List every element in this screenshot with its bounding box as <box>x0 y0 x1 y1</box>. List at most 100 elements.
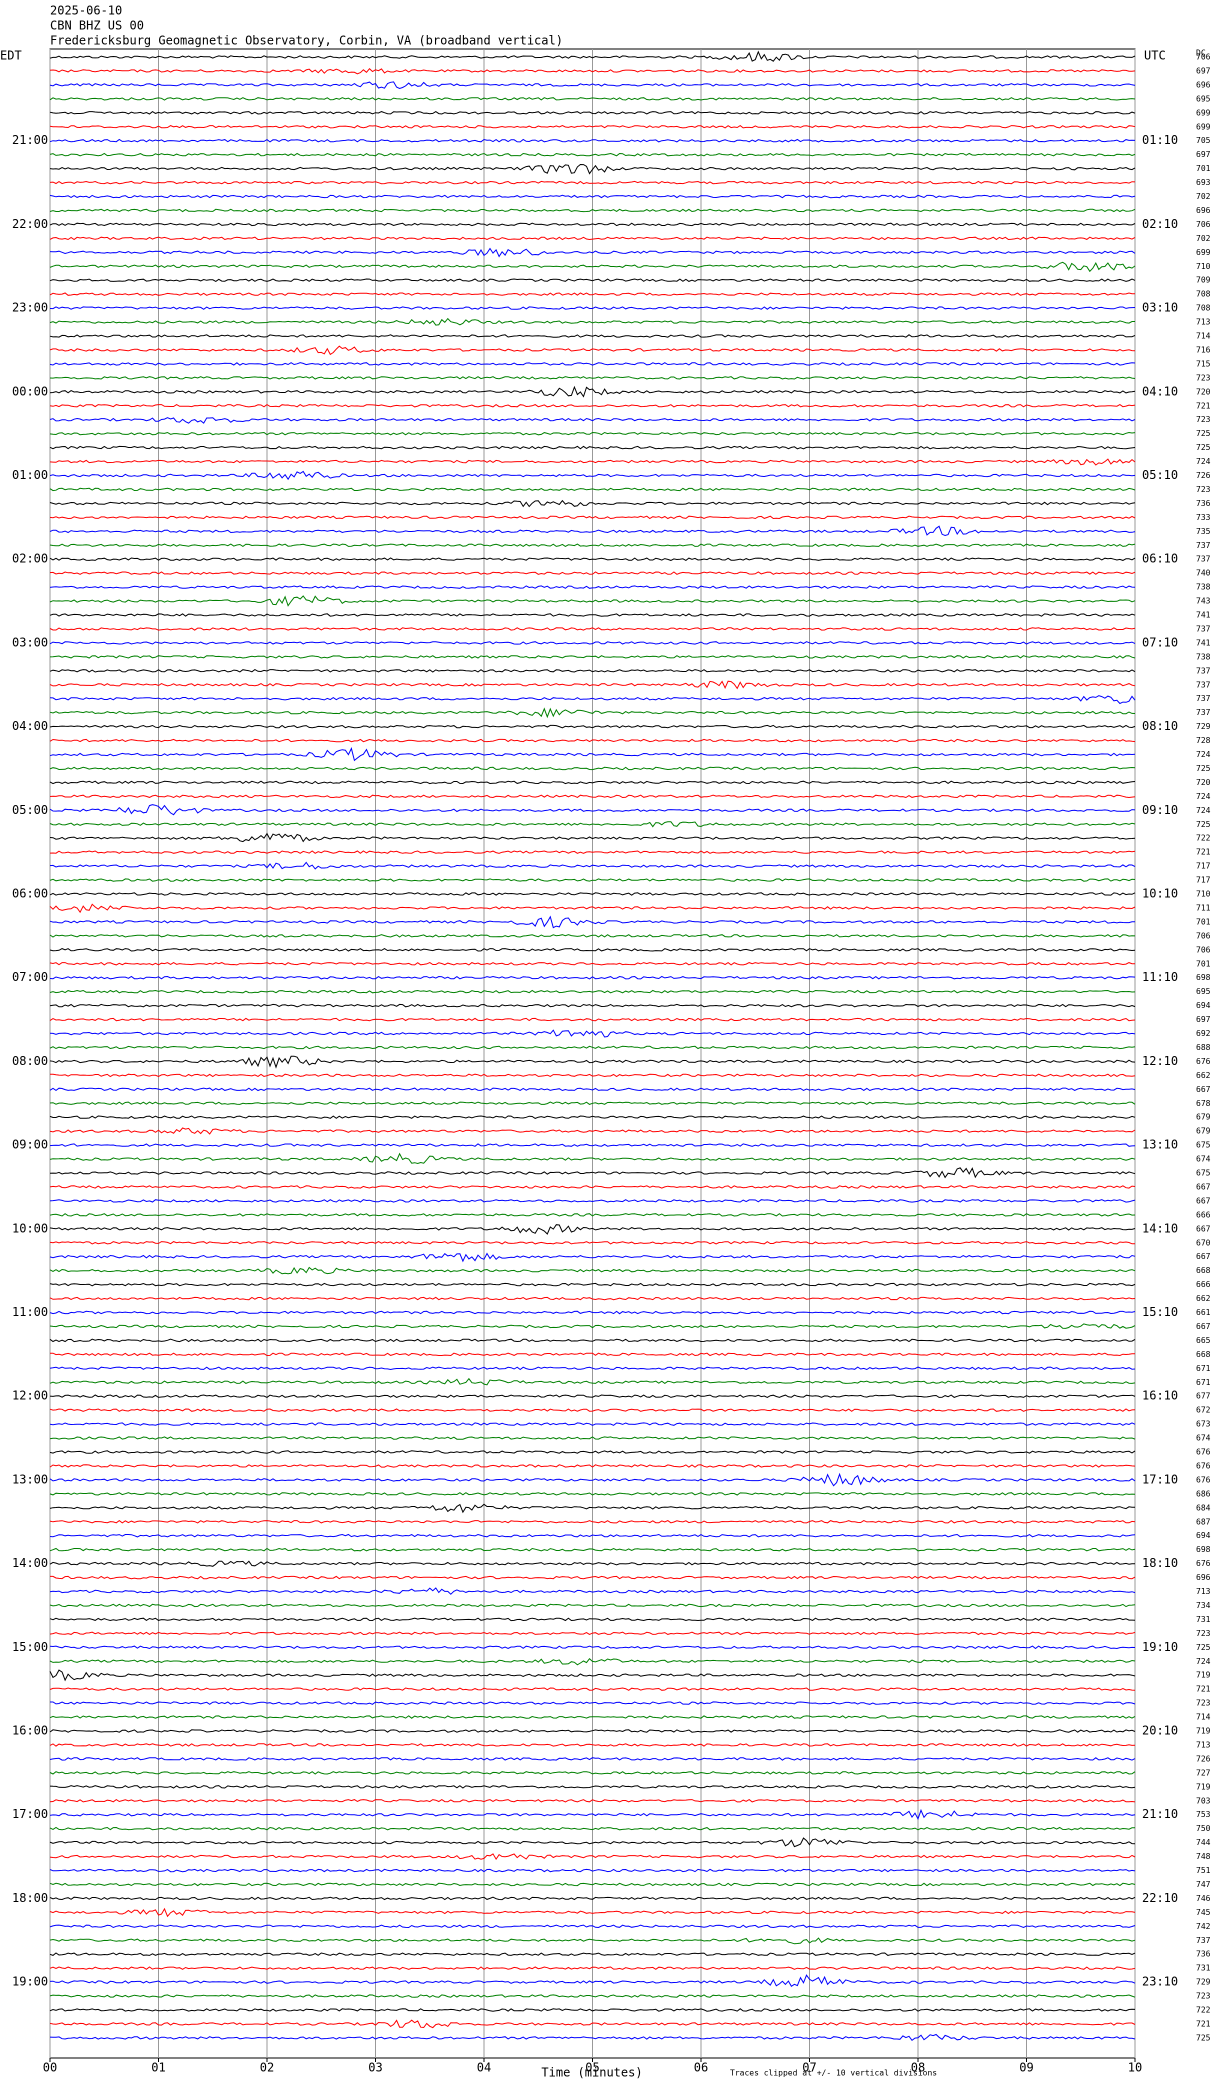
utc-hour-label: 02:10 <box>1142 217 1178 231</box>
local-hour-label: 00:00 <box>12 384 48 398</box>
trace <box>49 362 1136 366</box>
x-tick-label: 06 <box>694 2061 708 2075</box>
trace <box>49 1310 1136 1315</box>
dc-header: DC <box>1196 49 1206 58</box>
trace <box>49 1115 1136 1119</box>
trace <box>49 306 1136 310</box>
trace <box>49 345 1136 356</box>
utc-hour-label: 22:10 <box>1142 1891 1178 1905</box>
local-hour-label: 08:00 <box>12 1054 48 1068</box>
trace <box>49 1366 1136 1371</box>
trace <box>49 470 1136 481</box>
dc-value: 741 <box>1196 611 1211 620</box>
dc-value: 737 <box>1196 1936 1211 1945</box>
trace <box>49 1952 1136 1956</box>
dc-value: 714 <box>1196 1713 1211 1722</box>
trace <box>49 915 1135 929</box>
local-hour-label: 21:00 <box>12 133 48 147</box>
local-hour-label: 23:00 <box>12 301 48 315</box>
dc-value: 745 <box>1196 1908 1211 1917</box>
dc-value: 723 <box>1196 485 1211 494</box>
dc-value: 696 <box>1196 1573 1211 1582</box>
trace <box>49 707 1136 719</box>
dc-value: 737 <box>1196 666 1211 675</box>
trace <box>49 1715 1136 1719</box>
utc-hour-label: 11:10 <box>1142 970 1178 984</box>
trace <box>49 180 1136 185</box>
dc-value: 702 <box>1196 192 1211 201</box>
trace <box>49 1408 1136 1412</box>
trace <box>49 1907 1136 1918</box>
utc-hour-label: 08:10 <box>1142 719 1178 733</box>
trace <box>49 1436 1136 1440</box>
trace <box>49 1185 1136 1189</box>
dc-value: 697 <box>1196 1015 1211 1024</box>
dc-value: 715 <box>1196 359 1211 368</box>
trace <box>49 804 1136 816</box>
dc-value: 695 <box>1196 987 1211 996</box>
dc-value: 668 <box>1196 1350 1211 1359</box>
dc-value: 688 <box>1196 1043 1211 1052</box>
trace <box>49 832 1136 843</box>
dc-value: 713 <box>1196 1740 1211 1749</box>
dc-value: 706 <box>1196 53 1211 62</box>
trace <box>49 1045 1136 1050</box>
title-line: 2025-06-10 <box>50 4 122 18</box>
dc-value: 737 <box>1196 624 1211 633</box>
trace <box>49 1743 1136 1747</box>
dc-value: 699 <box>1196 122 1211 131</box>
dc-value: 721 <box>1196 1685 1211 1694</box>
utc-hour-label: 10:10 <box>1142 887 1178 901</box>
trace <box>49 1101 1136 1105</box>
dc-value: 710 <box>1196 262 1211 271</box>
dc-value: 720 <box>1196 778 1211 787</box>
dc-value: 705 <box>1196 136 1211 145</box>
dc-value: 725 <box>1196 820 1211 829</box>
dc-value: 723 <box>1196 373 1211 382</box>
utc-hour-label: 18:10 <box>1142 1556 1178 1570</box>
x-tick-label: 00 <box>43 2061 57 2075</box>
trace <box>49 1464 1136 1468</box>
trace <box>49 1323 1136 1329</box>
utc-hour-label: 19:10 <box>1142 1640 1178 1654</box>
trace <box>49 1631 1136 1636</box>
dc-value: 722 <box>1196 834 1211 843</box>
trace <box>49 892 1136 896</box>
dc-value: 713 <box>1196 1587 1211 1596</box>
dc-value: 737 <box>1196 708 1211 717</box>
trace <box>49 110 1136 115</box>
dc-value: 751 <box>1196 1866 1211 1875</box>
dc-value: 665 <box>1196 1336 1211 1345</box>
trace <box>49 163 1136 175</box>
trace <box>49 376 1136 380</box>
trace <box>49 261 1136 273</box>
dc-value: 734 <box>1196 1601 1211 1610</box>
dc-value: 668 <box>1196 1266 1211 1275</box>
dc-value: 697 <box>1196 66 1211 75</box>
trace <box>49 989 1136 994</box>
trace <box>49 1472 1136 1487</box>
dc-value: 724 <box>1196 750 1211 759</box>
dc-value: 711 <box>1196 903 1211 912</box>
trace <box>49 1757 1136 1761</box>
utc-hour-label: 12:10 <box>1142 1054 1178 1068</box>
dc-value: 706 <box>1196 220 1211 229</box>
x-tick-label: 09 <box>1019 2061 1033 2075</box>
trace <box>49 1252 1136 1263</box>
dc-value: 667 <box>1196 1196 1211 1205</box>
dc-value: 741 <box>1196 638 1211 647</box>
utc-hour-label: 03:10 <box>1142 301 1178 315</box>
local-hour-label: 17:00 <box>12 1807 48 1821</box>
trace <box>49 1533 1136 1538</box>
trace <box>49 878 1136 882</box>
dc-value: 676 <box>1196 1475 1211 1484</box>
trace <box>50 1073 1136 1078</box>
dc-value: 743 <box>1196 597 1211 606</box>
trace <box>49 780 1136 785</box>
dc-value: 694 <box>1196 1531 1211 1540</box>
dc-value: 696 <box>1196 206 1211 215</box>
dc-value: 716 <box>1196 345 1211 354</box>
dc-value: 703 <box>1196 1796 1211 1805</box>
trace <box>49 1213 1136 1217</box>
local-hour-label: 02:00 <box>12 552 48 566</box>
